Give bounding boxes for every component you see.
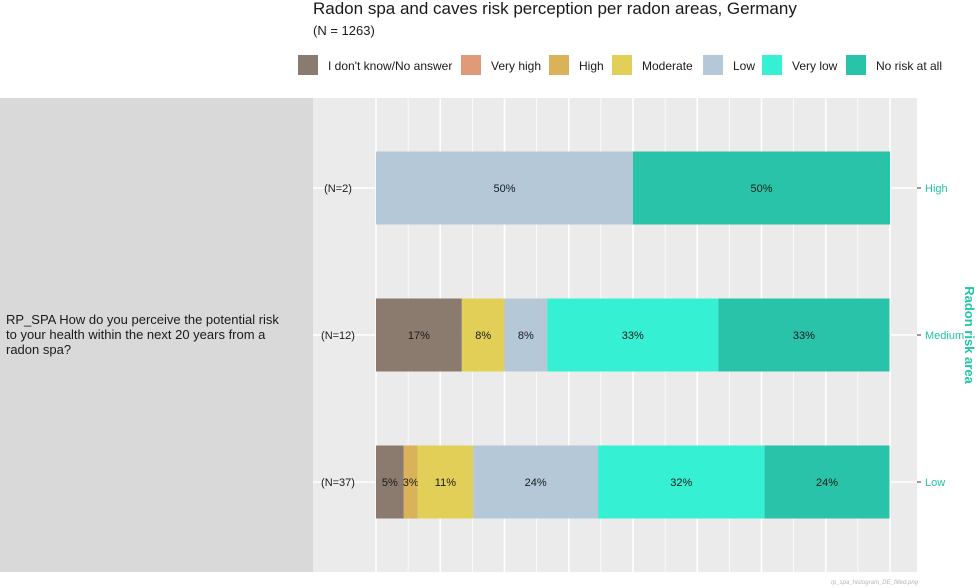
data-label: 50% xyxy=(750,183,772,195)
question-strip xyxy=(0,98,313,572)
data-label: 24% xyxy=(816,477,838,489)
watermark-text: rp_spa_histogram_DE_filled.png xyxy=(831,580,919,586)
right-axis: High Medium Low xyxy=(917,183,964,489)
tick-label: Low xyxy=(925,477,945,489)
legend-label: Low xyxy=(733,59,755,73)
bar-segment xyxy=(376,445,404,519)
legend-swatch xyxy=(461,55,481,75)
bar-segment xyxy=(547,298,719,372)
bar-segment xyxy=(403,445,418,519)
legend-label: High xyxy=(579,59,604,73)
right-axis-title: Radon risk area xyxy=(962,286,977,384)
bar-segment xyxy=(461,298,505,372)
tick-label: High xyxy=(925,183,948,195)
bar-segment xyxy=(376,151,633,225)
bar-segment xyxy=(417,445,474,519)
legend-swatch xyxy=(612,55,632,75)
data-label: 3% xyxy=(403,477,419,489)
legend-label: Very high xyxy=(491,59,541,73)
bar-segment xyxy=(598,445,765,519)
data-label: 8% xyxy=(518,330,534,342)
legend-swatch xyxy=(762,55,782,75)
data-label: 8% xyxy=(475,330,491,342)
data-label: 17% xyxy=(408,330,430,342)
legend-label: Moderate xyxy=(642,59,693,73)
data-label: 33% xyxy=(793,330,815,342)
data-label: 33% xyxy=(622,330,644,342)
legend-label: No risk at all xyxy=(876,59,942,73)
legend-swatch xyxy=(549,55,569,75)
bar-segment xyxy=(504,298,548,372)
bar-segment xyxy=(376,298,462,372)
data-label: 24% xyxy=(525,477,547,489)
legend-swatch xyxy=(298,55,318,75)
bar-segment xyxy=(718,298,890,372)
bar-segment xyxy=(764,445,890,519)
legend: I don't know/No answer Very high High Moder… xyxy=(298,55,942,75)
row-count-label: (N=2) xyxy=(324,183,352,195)
bar-segment xyxy=(473,445,599,519)
chart-subtitle: (N = 1263) xyxy=(313,23,375,38)
row-count-label: (N=37) xyxy=(321,477,355,489)
bar-segment xyxy=(633,151,890,225)
chart-title: Radon spa and caves risk perception per … xyxy=(313,0,797,18)
bars: 50% 50% (N=2) 17% 8% 8% 33% 33% (N=12) 5% 3% 11% 24%… xyxy=(321,151,890,519)
data-label: 11% xyxy=(435,477,456,489)
legend-label: I don't know/No answer xyxy=(328,59,452,73)
row-count-label: (N=12) xyxy=(321,330,355,342)
legend-label: Very low xyxy=(792,59,838,73)
data-label: 5% xyxy=(382,477,398,489)
tick-label: Medium xyxy=(925,330,964,342)
data-label: 32% xyxy=(670,477,692,489)
legend-swatch xyxy=(703,55,723,75)
question-text: RP_SPA How do you perceive the potential… xyxy=(6,312,279,357)
legend-swatch xyxy=(846,55,866,75)
data-label: 50% xyxy=(493,183,515,195)
